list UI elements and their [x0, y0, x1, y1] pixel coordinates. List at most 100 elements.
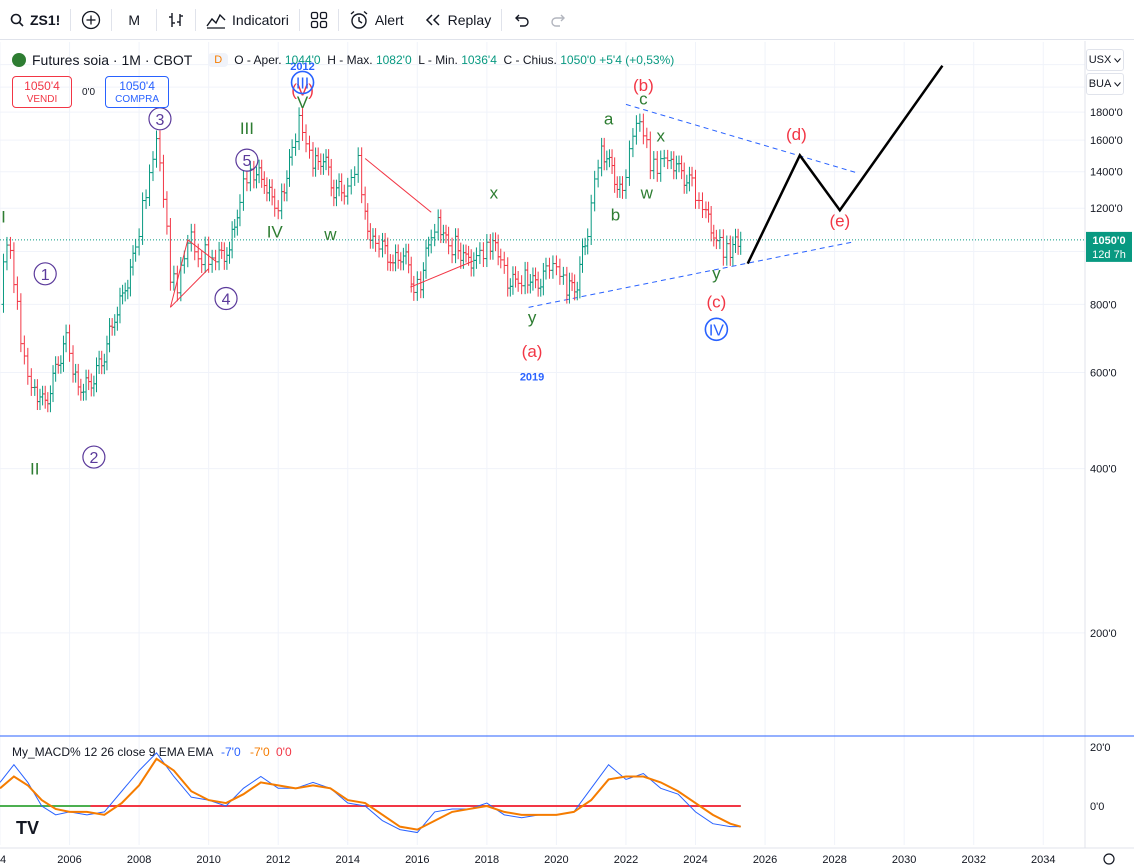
- low-label: L - Min.: [418, 53, 458, 67]
- x-tick-label: 2020: [544, 854, 568, 866]
- soybean-logo-icon: [12, 53, 26, 67]
- pattern-line: [169, 239, 216, 308]
- bars-icon: [169, 12, 184, 27]
- chart-background: [0, 41, 1085, 868]
- trendline: [528, 241, 853, 308]
- sell-button[interactable]: 1050'4 VENDI: [12, 76, 72, 108]
- redo-button[interactable]: [540, 0, 578, 40]
- wave-label: I: [1, 207, 6, 226]
- x-tick-label: 2008: [127, 854, 151, 866]
- close-label: C - Chius.: [503, 53, 557, 67]
- wave-label: III: [240, 119, 254, 138]
- wave-label: y: [712, 264, 721, 283]
- wave-label: V: [297, 93, 309, 112]
- close-value: 1050'0: [560, 53, 596, 67]
- chevron-down-icon: [1114, 57, 1122, 63]
- pattern-line: [410, 260, 474, 288]
- high-label: H - Max.: [327, 53, 373, 67]
- alert-button[interactable]: Alert: [339, 0, 414, 40]
- wave-label: x: [656, 127, 665, 146]
- trendline: [625, 103, 860, 174]
- wave-label: (e): [829, 212, 850, 231]
- indicators-icon: [206, 13, 226, 29]
- legend-header: Futures soia · 1M · CBOT D O - Aper. 104…: [12, 50, 674, 70]
- undo-icon: [515, 14, 529, 27]
- wave-labels: IIIIIIIVVwxyabcwxy(V)(a)(b)(c)(d)(e)1234…: [1, 61, 850, 479]
- wave-label: II: [30, 460, 39, 479]
- divider: [195, 8, 197, 31]
- wave-circle: [82, 445, 106, 469]
- year-label: 2012: [290, 61, 314, 73]
- wave-circle: [214, 286, 238, 311]
- pattern-line: [170, 268, 210, 308]
- wave-circle-label: III: [296, 75, 309, 92]
- compare-button[interactable]: [71, 0, 111, 40]
- templates-button[interactable]: [300, 0, 338, 40]
- y-tick-label: 1800'0: [1090, 107, 1123, 119]
- y-tick-label: 600'0: [1090, 368, 1117, 380]
- unit-select[interactable]: BUA: [1086, 73, 1124, 95]
- x-tick-label: 2006: [57, 854, 81, 866]
- price-chart[interactable]: IIIIIIIVVwxyabcwxy(V)(a)(b)(c)(d)(e)1234…: [0, 41, 1134, 868]
- divider: [70, 8, 72, 31]
- wave-circle-label: 2: [89, 450, 98, 467]
- pattern-line: [364, 158, 432, 213]
- x-tick-label: 2022: [614, 854, 638, 866]
- divider: [156, 8, 158, 31]
- top-toolbar: ZS1! M Indicatori Alert Replay: [0, 0, 1134, 40]
- chart-title[interactable]: Futures soia · 1M · CBOT: [32, 52, 193, 68]
- indicator-value-2: -7'0: [250, 745, 270, 759]
- chevron-down-icon: [1114, 81, 1122, 87]
- delayed-badge[interactable]: D: [208, 53, 229, 67]
- wave-circle-label: 1: [41, 267, 50, 284]
- replay-button[interactable]: Replay: [414, 0, 502, 40]
- unit-label: BUA: [1088, 78, 1112, 90]
- wave-circle: [704, 317, 729, 342]
- wave-label: y: [528, 308, 537, 327]
- change-value: +5'4 (+0,53%): [599, 53, 675, 67]
- x-tick-label: 2032: [961, 854, 985, 866]
- ohlc-values: O - Aper. 1044'0 H - Max. 1082'0 L - Min…: [234, 53, 674, 67]
- divider: [501, 8, 503, 31]
- rewind-icon: [425, 13, 440, 26]
- indicators-label: Indicatori: [232, 11, 289, 28]
- divider: [111, 8, 113, 31]
- x-tick-label: 2016: [405, 854, 429, 866]
- divider: [298, 8, 300, 31]
- wave-label: (c): [706, 292, 726, 311]
- symbol-search[interactable]: ZS1!: [0, 0, 70, 40]
- wave-circle: [33, 262, 57, 286]
- tradingview-logo-icon: TV: [16, 818, 39, 838]
- bar-style-button[interactable]: [157, 0, 195, 40]
- grid-icon: [310, 11, 327, 28]
- buy-label: COMPRA: [115, 94, 159, 105]
- x-tick-label: 2010: [196, 854, 220, 866]
- wave-label: c: [639, 89, 648, 108]
- wave-projection: [746, 64, 944, 265]
- buy-button[interactable]: 1050'4 COMPRA: [105, 76, 170, 108]
- wave-circle-label: 3: [156, 112, 165, 129]
- indicator-value-3: 0'0: [276, 745, 292, 759]
- x-tick-label: 2014: [336, 854, 360, 866]
- x-tick-label: 2018: [475, 854, 499, 866]
- wave-circle: [290, 70, 315, 95]
- low-value: 1036'4: [461, 53, 497, 67]
- buy-price: 1050'4: [119, 79, 155, 93]
- x-tick-label: 2034: [1031, 854, 1055, 866]
- wave-circle: [235, 148, 259, 172]
- y-tick-label: 1600'0: [1090, 135, 1123, 147]
- trade-panel: 1050'4 VENDI 0'0 1050'4 COMPRA: [12, 76, 170, 108]
- search-icon: [10, 13, 24, 27]
- x-tick-label: 2024: [683, 854, 707, 866]
- sell-label: VENDI: [26, 94, 58, 105]
- high-value: 1082'0: [375, 53, 412, 67]
- macd-tick-label: 20'0: [1090, 742, 1110, 754]
- undo-button[interactable]: [502, 0, 540, 40]
- interval-button[interactable]: M: [112, 0, 156, 40]
- wave-label: a: [604, 109, 614, 128]
- indicators-button[interactable]: Indicatori: [196, 0, 299, 40]
- open-value: 1044'0: [284, 53, 321, 67]
- currency-select[interactable]: USX: [1086, 49, 1124, 71]
- price-badge-value: 1050'0: [1092, 235, 1125, 247]
